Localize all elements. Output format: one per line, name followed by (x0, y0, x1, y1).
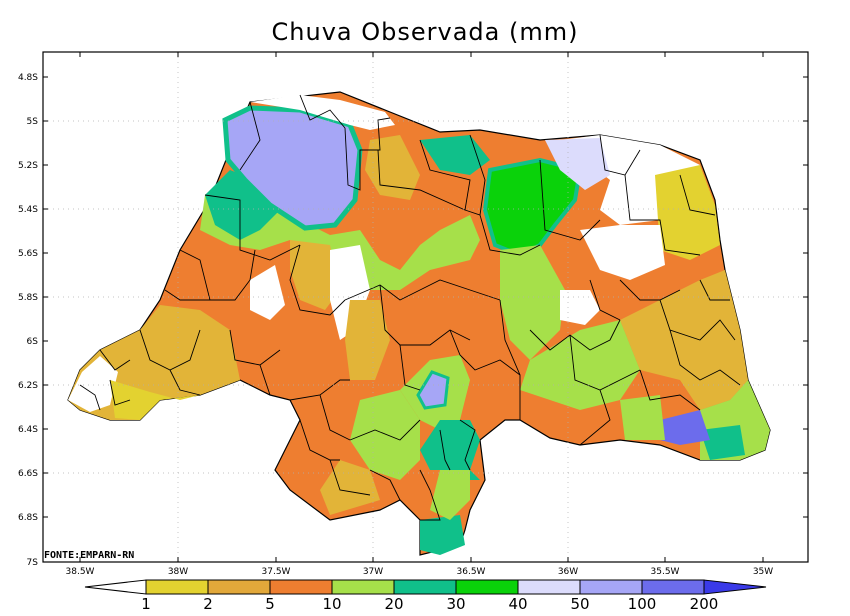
east-green (520, 320, 640, 410)
colorbar-cell (207, 579, 271, 595)
n-orange-strip (365, 135, 420, 200)
east-orange (620, 270, 748, 410)
colorbar-cell (579, 579, 643, 595)
lat-label: 6.4S (18, 425, 38, 435)
mid-white (560, 290, 600, 325)
colorbar-label: 10 (322, 595, 341, 613)
lat-label: 6.8S (18, 513, 38, 523)
north-teal (420, 135, 490, 175)
colorbar-cell (269, 579, 333, 595)
south-green-2 (430, 470, 470, 520)
colorbar-label: 2 (203, 595, 213, 613)
lon-label: 36W (558, 567, 578, 577)
colorbar-label: 5 (265, 595, 275, 613)
lon-label: 35W (753, 567, 773, 577)
map-title: Chuva Observada (mm) (271, 18, 579, 46)
lat-label: 6.6S (18, 469, 38, 479)
ticks (43, 52, 808, 562)
lon-label: 38W (168, 567, 188, 577)
nw-purple-area (222, 105, 363, 231)
lon-label: 37.5W (262, 567, 291, 577)
south-tip-teal (420, 515, 465, 555)
colorbar-label: 30 (446, 595, 465, 613)
south-green (350, 390, 420, 480)
ne-white-2 (580, 225, 665, 280)
colorbar-label: 20 (384, 595, 403, 613)
colorbar-cell (641, 579, 705, 595)
west-tip-no-data (68, 356, 118, 412)
colorbar-low-arrow (84, 579, 147, 595)
colorbar-cell (455, 579, 519, 595)
lon-label: 38.5W (66, 567, 95, 577)
wc-orange (290, 240, 340, 310)
lat-labels: 4.8S 5S 5.2S 5.4S 5.6S 5.8S 6S 6.2S 6.4S… (18, 73, 38, 568)
colorbar-label: 1 (141, 595, 151, 613)
mid-green (500, 245, 565, 360)
colorbar-cell (517, 579, 581, 595)
ne-lavender (545, 138, 610, 190)
colorbar-label: 200 (690, 595, 719, 613)
lat-label: 5.6S (18, 249, 38, 259)
colorbar-label: 50 (570, 595, 589, 613)
colorbar-cell (331, 579, 395, 595)
central-orange-2 (345, 300, 390, 380)
lat-label: 6.2S (18, 381, 38, 391)
se-green-2 (620, 395, 665, 440)
lat-label: 7S (27, 558, 39, 568)
west-yellow-band (110, 380, 200, 420)
ne-yellow (655, 165, 720, 260)
south-purple (416, 370, 450, 410)
lat-label: 5.8S (18, 293, 38, 303)
grid (43, 52, 808, 562)
colorbar: 1 2 5 10 20 30 40 50 100 200 (84, 579, 767, 613)
lat-label: 5.2S (18, 161, 38, 171)
source-note: FONTE:EMPARN-RN (44, 550, 134, 561)
colorbar-label: 40 (508, 595, 527, 613)
colorbar-cell (145, 579, 209, 595)
south-teal (420, 420, 480, 480)
colorbar-labels: 1 2 5 10 20 30 40 50 100 200 (141, 595, 718, 613)
lon-label: 37W (363, 567, 383, 577)
lon-label: 35.5W (651, 567, 680, 577)
colorbar-cells (145, 579, 705, 595)
lon-label: 36.5W (457, 567, 486, 577)
colorbar-cell (393, 579, 457, 595)
colorbar-label: 100 (628, 595, 657, 613)
se-teal (700, 425, 745, 460)
lat-label: 4.8S (18, 73, 38, 83)
wc-white-1 (250, 265, 285, 320)
municipal-boundaries (79, 94, 741, 521)
lat-label: 5.4S (18, 205, 38, 215)
lon-labels: 38.5W 38W 37.5W 37W 36.5W 36W 35.5W 35W (66, 567, 774, 577)
se-blue (660, 410, 710, 445)
lat-label: 6S (27, 337, 39, 347)
lat-label: 5S (27, 117, 39, 127)
colorbar-high-arrow (703, 579, 767, 595)
state-region (67, 91, 771, 556)
